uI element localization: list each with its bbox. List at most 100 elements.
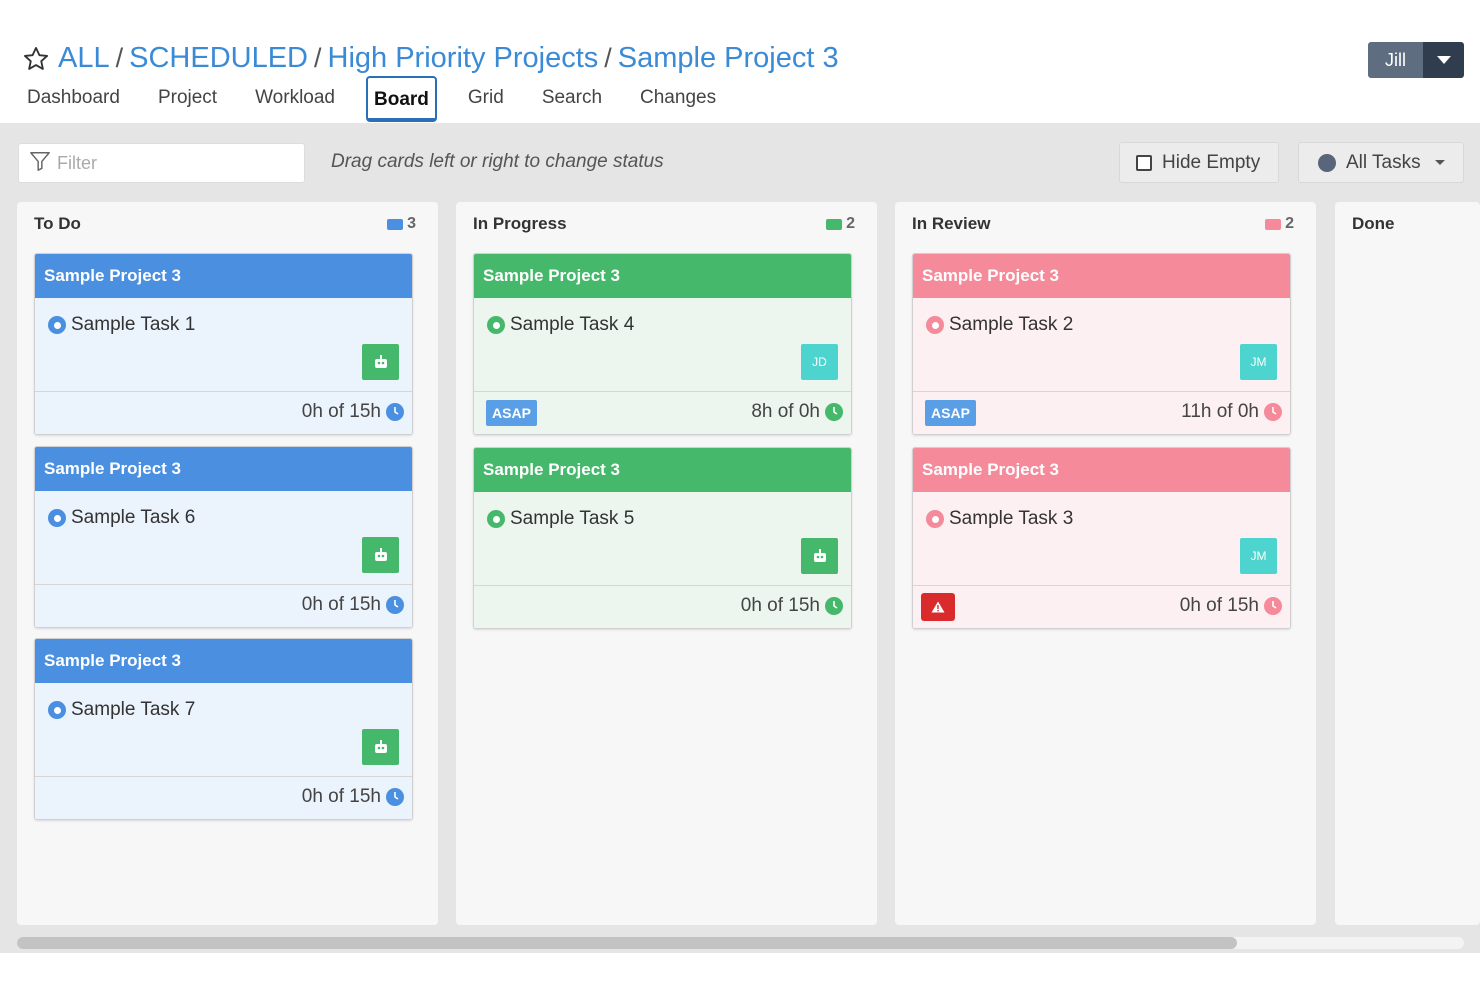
filter-box[interactable] [18,143,305,183]
status-icon [48,316,66,334]
assignee-avatar[interactable]: JM [1240,344,1277,380]
breadcrumb-all[interactable]: ALL [58,42,110,74]
task-card[interactable]: Sample Project 3 Sample Task 6 0h of 15h [34,446,413,628]
task-card[interactable]: Sample Project 3 Sample Task 2 JM ASAP 1… [912,253,1291,435]
column-in-review: In Review 2 Sample Project 3 Sample Task… [895,202,1316,925]
card-footer: 0h of 15h [35,392,412,434]
breadcrumb-separator: / [314,43,322,73]
hours-text: 0h of 15h [301,786,381,807]
card-footer: 0h of 15h [35,777,412,819]
filter-input[interactable] [57,152,277,174]
clock-icon [825,597,843,615]
status-icon [48,509,66,527]
caret-down-icon[interactable] [1423,42,1464,78]
tab-search[interactable]: Search [541,87,603,108]
horizontal-scrollbar[interactable] [17,937,1464,949]
count-chip-icon [387,218,404,230]
task-filter-label: All Tasks [1346,151,1421,173]
star-icon[interactable] [22,45,50,73]
column-count-value: 2 [846,215,855,232]
column-in-progress: In Progress 2 Sample Project 3 Sample Ta… [456,202,877,925]
column-title: Done [1352,214,1395,233]
task-card[interactable]: Sample Project 3 Sample Task 7 0h of 15h [34,638,413,820]
card-footer: 0h of 15h [35,585,412,627]
robot-icon[interactable] [362,537,399,573]
card-project[interactable]: Sample Project 3 [35,639,412,683]
card-task[interactable]: Sample Task 7 [48,699,195,721]
card-project[interactable]: Sample Project 3 [913,254,1290,298]
warning-icon[interactable] [921,593,955,621]
tab-grid[interactable]: Grid [467,87,504,108]
card-body: Sample Task 5 [474,492,851,586]
task-name: Sample Task 2 [949,314,1074,335]
column-count: 2 [1265,215,1294,233]
card-project[interactable]: Sample Project 3 [35,254,412,298]
card-body: Sample Task 1 [35,298,412,392]
card-body: Sample Task 4 JD [474,298,851,392]
task-card[interactable]: Sample Project 3 Sample Task 4 JD ASAP 8… [473,253,852,435]
tab-project[interactable]: Project [157,87,218,108]
card-task[interactable]: Sample Task 6 [48,507,195,529]
card-project[interactable]: Sample Project 3 [474,254,851,298]
breadcrumb-high-priority[interactable]: High Priority Projects [327,42,599,74]
task-filter-dropdown[interactable]: All Tasks [1298,142,1464,183]
card-body: Sample Task 7 [35,683,412,777]
task-card[interactable]: Sample Project 3 Sample Task 5 0h of 15h [473,447,852,629]
tab-bar: Dashboard Project Workload Board Grid Se… [8,76,735,124]
card-project[interactable]: Sample Project 3 [913,448,1290,492]
status-icon [926,316,944,334]
assignee-avatar[interactable]: JD [801,344,838,380]
status-icon [48,701,66,719]
hours-text: 8h of 0h [751,401,820,422]
caret-down-icon [1434,160,1445,165]
card-project[interactable]: Sample Project 3 [474,448,851,492]
column-count-value: 3 [407,215,416,232]
column-count-value: 2 [1285,215,1294,232]
card-project[interactable]: Sample Project 3 [35,447,412,491]
clock-icon [1264,597,1282,615]
clock-icon [386,596,404,614]
card-task[interactable]: Sample Task 5 [487,508,634,530]
tab-workload[interactable]: Workload [255,87,335,108]
hide-empty-checkbox[interactable] [1136,154,1152,171]
card-footer: ASAP 11h of 0h [913,392,1290,434]
card-hours: 0h of 15h [302,401,404,423]
user-name[interactable]: Jill [1368,42,1423,78]
card-task[interactable]: Sample Task 4 [487,314,634,336]
tab-board[interactable]: Board [366,76,437,122]
card-hours: 0h of 15h [1180,595,1282,617]
task-card[interactable]: Sample Project 3 Sample Task 3 JM 0h of … [912,447,1291,629]
tab-dashboard[interactable]: Dashboard [27,87,120,108]
hours-text: 0h of 15h [301,594,381,615]
robot-icon[interactable] [801,538,838,574]
card-hours: 8h of 0h [751,401,843,423]
hours-text: 0h of 15h [740,595,820,616]
card-hours: 0h of 15h [302,594,404,616]
task-card[interactable]: Sample Project 3 Sample Task 1 0h of 15h [34,253,413,435]
filter-dot-icon [1318,153,1336,172]
breadcrumb-project[interactable]: Sample Project 3 [617,42,839,74]
column-count: 3 [387,215,416,233]
count-chip-icon [826,218,843,230]
tab-changes[interactable]: Changes [640,87,717,108]
scrollbar-thumb[interactable] [17,937,1237,949]
task-name: Sample Task 4 [510,314,635,335]
hours-text: 11h of 0h [1181,401,1259,422]
user-menu-button[interactable]: Jill [1368,42,1464,78]
asap-badge: ASAP [925,400,976,426]
hide-empty-toggle[interactable]: Hide Empty [1119,142,1279,183]
robot-icon[interactable] [362,729,399,765]
assignee-avatar[interactable]: JM [1240,538,1277,574]
column-title: In Progress [473,214,567,233]
card-footer: 0h of 15h [913,586,1290,628]
column-todo: To Do 3 Sample Project 3 Sample Task 1 0… [17,202,438,925]
clock-icon [386,403,404,421]
clock-icon [386,788,404,806]
card-task[interactable]: Sample Task 1 [48,314,195,336]
breadcrumb-scheduled[interactable]: SCHEDULED [129,42,308,74]
robot-icon[interactable] [362,344,399,380]
card-hours: 0h of 15h [302,786,404,808]
filter-icon [29,150,51,177]
card-task[interactable]: Sample Task 2 [926,314,1073,336]
card-task[interactable]: Sample Task 3 [926,508,1073,530]
